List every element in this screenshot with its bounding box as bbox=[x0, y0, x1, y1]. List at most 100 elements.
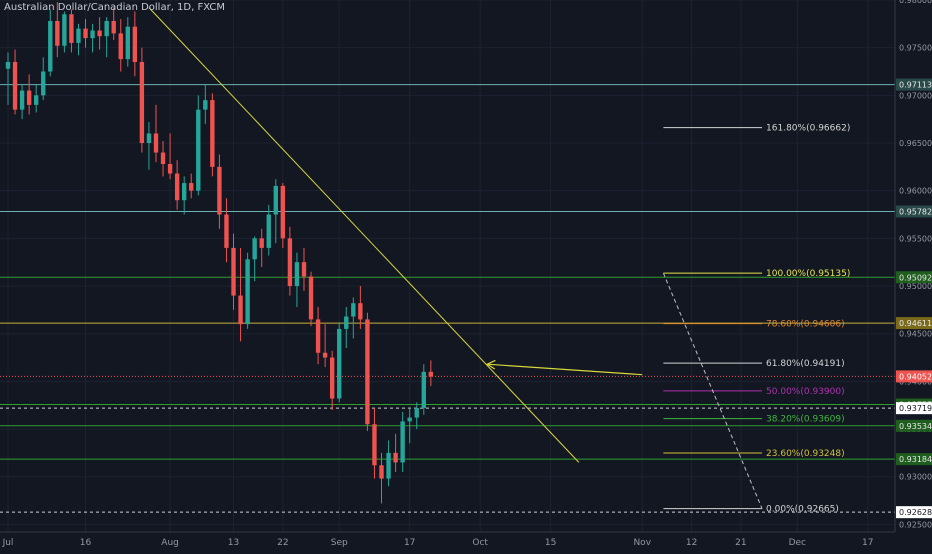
level-price-tag: 0.93534 bbox=[899, 422, 932, 431]
candle[interactable] bbox=[386, 440, 391, 487]
candle[interactable] bbox=[351, 297, 356, 339]
candle[interactable] bbox=[407, 408, 412, 444]
candle-body bbox=[132, 26, 138, 62]
candle[interactable] bbox=[189, 173, 194, 199]
arrow-shaft[interactable] bbox=[487, 363, 643, 376]
candle-body bbox=[301, 262, 307, 277]
candle[interactable] bbox=[322, 324, 328, 368]
candle[interactable] bbox=[118, 19, 123, 72]
candle[interactable] bbox=[217, 154, 222, 229]
time-tick-label: 16 bbox=[80, 538, 92, 548]
candle[interactable] bbox=[428, 360, 434, 387]
candle[interactable] bbox=[26, 74, 32, 115]
candle[interactable] bbox=[273, 179, 278, 244]
candle[interactable] bbox=[90, 23, 95, 53]
candle[interactable] bbox=[104, 17, 109, 58]
candle[interactable] bbox=[48, 9, 53, 77]
price-tick-label: 0.92500 bbox=[899, 520, 932, 529]
candle[interactable] bbox=[19, 83, 25, 120]
fib-connector bbox=[662, 272, 763, 509]
candle[interactable] bbox=[294, 252, 300, 307]
candle[interactable] bbox=[287, 226, 293, 296]
candle[interactable] bbox=[41, 57, 46, 101]
candle-body bbox=[322, 352, 328, 358]
candle-body bbox=[174, 173, 180, 201]
candle[interactable] bbox=[83, 19, 88, 48]
candle[interactable] bbox=[62, 11, 67, 53]
fib-level-label: 100.00%(0.95135) bbox=[766, 269, 850, 279]
time-tick-label: 17 bbox=[404, 538, 415, 548]
candle[interactable] bbox=[231, 233, 236, 310]
candle[interactable] bbox=[301, 247, 307, 291]
candle-body bbox=[294, 262, 300, 287]
fib-level-label: 0.00%(0.92665) bbox=[766, 505, 839, 515]
candle[interactable] bbox=[224, 198, 229, 263]
time-tick-label: 12 bbox=[686, 538, 697, 548]
candle-body bbox=[379, 465, 384, 479]
candle[interactable] bbox=[238, 247, 243, 342]
candle-body bbox=[231, 247, 236, 296]
candle-body bbox=[266, 214, 271, 248]
candle[interactable] bbox=[421, 364, 426, 415]
price-tick-label: 0.94500 bbox=[899, 330, 932, 339]
candle-body bbox=[203, 100, 208, 110]
candle[interactable] bbox=[146, 122, 152, 170]
candle[interactable] bbox=[55, 1, 60, 58]
candle[interactable] bbox=[203, 83, 208, 124]
candle-body bbox=[259, 238, 264, 248]
candle[interactable] bbox=[329, 350, 335, 410]
candle-body bbox=[160, 152, 166, 164]
candle[interactable] bbox=[259, 228, 264, 267]
candle-body bbox=[217, 166, 222, 215]
candle[interactable] bbox=[167, 133, 173, 180]
candle[interactable] bbox=[132, 11, 138, 77]
candle[interactable] bbox=[252, 236, 257, 282]
candle[interactable] bbox=[414, 402, 419, 430]
candle[interactable] bbox=[160, 141, 166, 177]
candle[interactable] bbox=[12, 49, 18, 115]
candle-body bbox=[153, 133, 159, 153]
candle[interactable] bbox=[372, 408, 377, 479]
candle[interactable] bbox=[308, 271, 314, 327]
candle[interactable] bbox=[393, 433, 398, 472]
candle[interactable] bbox=[315, 306, 321, 365]
candle-body bbox=[358, 303, 363, 320]
candle[interactable] bbox=[358, 286, 363, 329]
candle[interactable] bbox=[139, 47, 145, 153]
time-tick-label: 13 bbox=[228, 538, 239, 548]
candle-body bbox=[407, 417, 412, 422]
candle[interactable] bbox=[245, 252, 250, 329]
candle-body bbox=[210, 100, 215, 167]
candle[interactable] bbox=[280, 183, 286, 248]
candle[interactable] bbox=[266, 204, 271, 256]
candle-body bbox=[118, 33, 123, 60]
candle[interactable] bbox=[379, 452, 384, 504]
candle[interactable] bbox=[69, 9, 74, 53]
price-tick-label: 0.95500 bbox=[899, 234, 932, 243]
dashed-price-tag: 0.92628 bbox=[899, 508, 932, 517]
candle[interactable] bbox=[210, 93, 215, 177]
trendline[interactable] bbox=[148, 7, 580, 463]
candle[interactable] bbox=[76, 23, 81, 56]
candle[interactable] bbox=[97, 17, 102, 50]
level-price-tag-bg bbox=[896, 78, 932, 91]
candle-body bbox=[12, 61, 18, 110]
candle[interactable] bbox=[400, 411, 405, 472]
candle[interactable] bbox=[125, 17, 130, 67]
candle[interactable] bbox=[196, 95, 201, 196]
candle[interactable] bbox=[153, 104, 159, 163]
time-tick-label: 21 bbox=[735, 538, 746, 548]
candle[interactable] bbox=[174, 160, 180, 210]
candle[interactable] bbox=[34, 83, 39, 113]
candle[interactable] bbox=[5, 52, 11, 105]
candle[interactable] bbox=[111, 7, 116, 41]
time-tick-label: Oct bbox=[472, 538, 488, 548]
last-price-tag: 0.94052 bbox=[899, 372, 932, 381]
candle[interactable] bbox=[365, 312, 370, 431]
candle[interactable] bbox=[337, 322, 342, 403]
candle[interactable] bbox=[181, 176, 187, 215]
candle-body bbox=[181, 183, 187, 201]
candle[interactable] bbox=[344, 306, 349, 348]
